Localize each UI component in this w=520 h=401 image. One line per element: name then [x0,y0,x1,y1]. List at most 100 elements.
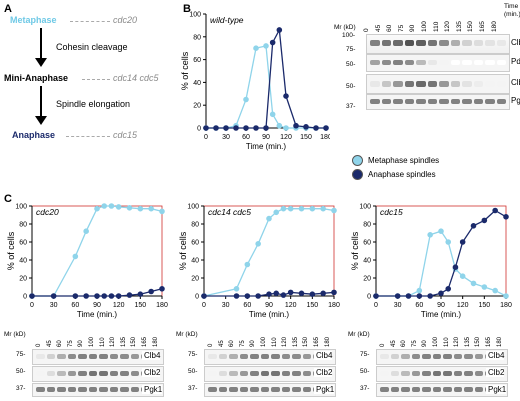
mw-marker: 50- [188,368,198,375]
blot-label-clb4: Clb4 [511,38,520,47]
blot-cdc20: Mr (kD) 0 45 60 75 90 100 110 120 135 150 165 180 75-… [2,329,172,401]
blot-band [381,60,391,65]
blot-time-label: 165 [479,21,486,32]
data-point-metaphase [72,253,79,260]
data-point-anaphase [280,292,287,298]
data-point-metaphase [427,232,433,238]
data-point-metaphase [276,122,283,129]
panel-c-letter: C [4,193,12,205]
blot-band [450,60,460,65]
blot-time-label: 180 [496,336,503,347]
blot-strip-clb4 [366,34,510,54]
data-point-metaphase [459,273,466,279]
blot-band [485,60,495,65]
y-tick-label: 40 [363,258,371,265]
y-tick-label: 20 [191,276,199,283]
y-tick-label: 80 [363,222,371,229]
blot-time-label: 60 [401,340,408,347]
blot-label: Clb2 [314,368,333,377]
blot-time-label: 180 [152,336,159,347]
blot-cdc15: Mr (kD) 0 45 60 75 90 100 110 120 135 150 165 180 75-… [346,329,516,401]
blot-time-label: 110 [443,337,450,347]
data-point-anaphase [223,125,229,131]
blot-band [281,387,290,392]
data-point-metaphase [298,205,305,212]
mw-marker: 37- [188,385,198,392]
data-point-anaphase [94,293,100,299]
band-row [369,60,507,65]
blot-time-label: 45 [374,24,382,32]
blot-band [57,371,66,376]
data-point-metaphase [115,204,122,210]
data-point-anaphase [470,223,477,229]
data-point-anaphase [244,293,251,299]
band-row [369,40,507,46]
legend-item-anaphase: Anaphase spindles [352,167,439,181]
mw-marker: 75- [16,351,26,358]
mw-marker: 100- [342,32,356,39]
mw-marker: 37- [16,385,26,392]
data-point-metaphase [416,287,423,294]
data-point-metaphase [83,228,89,235]
blot-strip-pgk1 [366,94,510,110]
blot-band [453,354,462,359]
blot-band [450,40,460,46]
data-point-anaphase [438,290,444,297]
blot-time-label: 150 [475,336,482,347]
blot-time-label: 75 [397,24,405,32]
data-point-anaphase [287,289,294,296]
blot-band [218,371,227,376]
data-point-anaphase [83,293,89,299]
blot-time-label: 75 [239,340,246,347]
blot-band [427,40,437,46]
blot-band [473,99,483,104]
blot-band [439,40,449,46]
data-point-anaphase [293,122,299,129]
blot-band [416,40,426,46]
data-point-anaphase [269,39,276,46]
chart-cdc14-cdc5: 0 20 40 60 80 100 0 30 60 90 120 150 180 Time (min.)%… [178,204,340,320]
data-point-anaphase [101,293,108,299]
data-point-metaphase [438,228,444,235]
chart-title: cdc14 cdc5 [208,207,251,217]
blot-strip [32,383,164,397]
x-tick-label: 90 [262,134,270,141]
dotted-connector [82,79,110,80]
x-tick-label: 90 [93,302,101,309]
blot-band [473,81,483,87]
blot-band [67,387,76,392]
blot-band [404,81,414,87]
data-point-anaphase [137,291,144,297]
blot-band [380,371,389,376]
blot-band [443,387,452,392]
mw-header: Mr (kD) [4,331,26,338]
blot-band [393,81,403,87]
blot-band [427,81,437,87]
mw-marker: 50- [16,368,26,375]
data-point-metaphase [108,203,115,209]
data-point-anaphase [313,125,319,131]
mw-marker: 75- [360,351,370,358]
y-tick-label: 0 [195,294,199,301]
y-tick-label: 100 [189,12,201,19]
blot-time-label: 120 [282,336,289,347]
chart-title: cdc20 [36,207,59,217]
y-tick-label: 60 [363,240,371,247]
band-row [369,99,507,104]
chart-title: wild-type [210,15,244,25]
data-point-metaphase [273,209,280,216]
blot-time-label: 90 [250,340,257,347]
blot-time-label: 120 [110,336,117,347]
x-tick-label: 30 [222,302,230,309]
blot-time-label: 0 [380,343,386,347]
blot-band [109,387,118,392]
x-tick-label: 0 [374,302,378,309]
y-tick-label: 0 [367,294,371,301]
data-point-anaphase [283,93,289,99]
data-point-anaphase [29,293,35,299]
blot-band [302,371,311,376]
blot-band [99,387,108,392]
data-point-metaphase [309,205,316,212]
blot-band [462,40,472,46]
data-point-anaphase [416,293,423,299]
